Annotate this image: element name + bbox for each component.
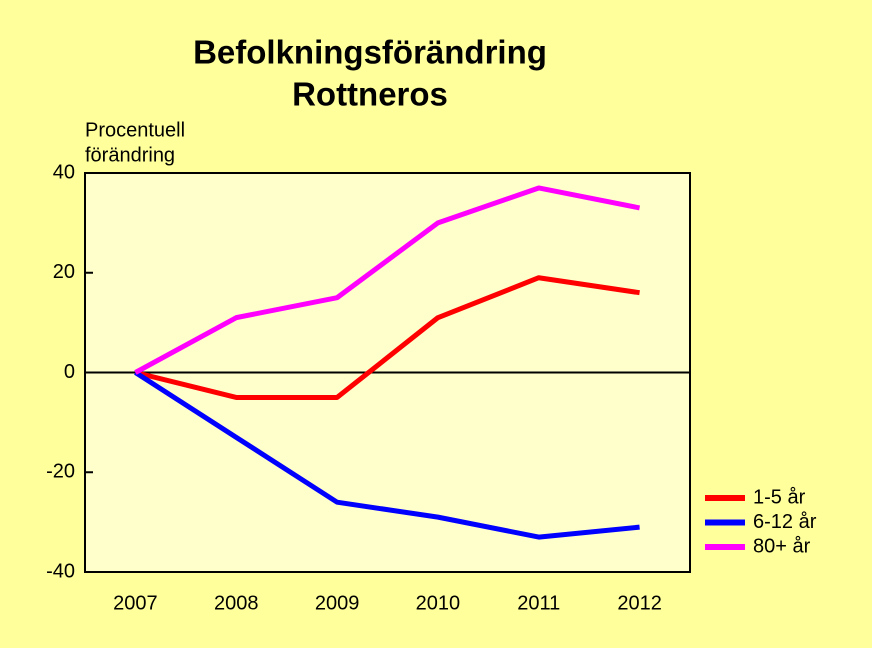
series-line <box>134 185 641 375</box>
y-tick-label: -40 <box>46 560 75 582</box>
legend-label: 6-12 år <box>753 511 817 533</box>
y-axis-label: Procentuell <box>85 119 185 141</box>
x-tick-label: 2007 <box>113 592 158 614</box>
y-tick-label: 20 <box>53 261 75 283</box>
y-axis-label: förändring <box>85 144 175 166</box>
x-tick-label: 2012 <box>617 592 662 614</box>
y-tick-label: 0 <box>64 361 75 383</box>
x-tick-label: 2011 <box>517 592 560 614</box>
x-tick-label: 2010 <box>416 592 461 614</box>
y-tick-label: -20 <box>46 461 75 483</box>
y-tick-label: 40 <box>53 161 75 183</box>
x-tick-label: 2009 <box>315 592 360 614</box>
series-line <box>134 370 640 540</box>
legend-label: 80+ år <box>753 535 811 557</box>
series-line <box>134 275 640 400</box>
chart-subtitle: Rottneros <box>292 76 448 113</box>
chart-title: Befolkningsförändring <box>193 34 547 71</box>
x-tick-label: 2008 <box>214 592 259 614</box>
legend-label: 1-5 år <box>753 486 806 508</box>
